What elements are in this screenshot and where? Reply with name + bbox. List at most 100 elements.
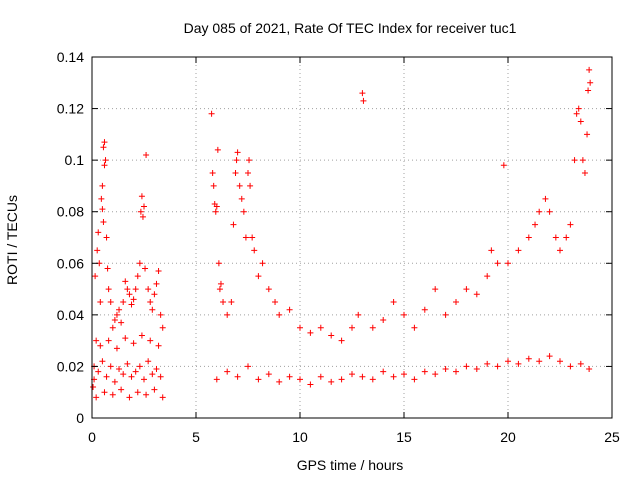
data-point bbox=[128, 373, 135, 380]
x-tick-label: 25 bbox=[604, 429, 620, 445]
data-point bbox=[234, 373, 241, 380]
data-point bbox=[109, 391, 116, 398]
y-tick-label: 0.04 bbox=[57, 307, 84, 323]
data-point bbox=[113, 311, 120, 318]
data-point bbox=[138, 193, 145, 200]
data-point bbox=[494, 260, 501, 267]
data-point bbox=[411, 376, 418, 383]
data-point bbox=[139, 213, 146, 220]
data-point bbox=[213, 203, 220, 210]
data-point bbox=[238, 195, 245, 202]
data-point bbox=[463, 286, 470, 293]
data-point bbox=[563, 234, 570, 241]
data-point bbox=[215, 260, 222, 267]
data-point bbox=[145, 358, 152, 365]
data-point bbox=[116, 366, 123, 373]
gridlines bbox=[92, 57, 612, 418]
data-point bbox=[272, 298, 279, 305]
data-point bbox=[147, 337, 154, 344]
data-point bbox=[355, 311, 362, 318]
y-tick-label: 0 bbox=[76, 410, 84, 426]
data-point bbox=[276, 378, 283, 385]
data-point bbox=[159, 324, 166, 331]
data-point bbox=[317, 373, 324, 380]
data-point bbox=[232, 170, 239, 177]
data-point bbox=[432, 371, 439, 378]
data-point bbox=[442, 366, 449, 373]
data-point bbox=[216, 286, 223, 293]
data-point bbox=[338, 337, 345, 344]
data-point bbox=[98, 195, 105, 202]
data-point bbox=[240, 208, 247, 215]
data-point bbox=[536, 358, 543, 365]
data-point bbox=[141, 203, 147, 210]
data-point bbox=[484, 360, 491, 367]
data-point bbox=[245, 363, 251, 370]
data-point bbox=[401, 371, 407, 378]
data-point bbox=[118, 386, 125, 393]
data-point bbox=[94, 247, 101, 254]
data-point bbox=[92, 273, 99, 280]
data-point bbox=[546, 208, 553, 215]
data-point bbox=[242, 234, 249, 241]
data-point bbox=[157, 311, 164, 318]
data-point bbox=[95, 229, 102, 236]
data-point bbox=[132, 286, 139, 293]
data-point bbox=[571, 157, 578, 164]
data-point bbox=[122, 278, 129, 285]
x-tick-label: 5 bbox=[192, 429, 200, 445]
y-axis-ticks: 0 0.02 0.04 0.06 0.08 0.1 0.12 0.14 bbox=[57, 49, 612, 426]
data-point bbox=[217, 280, 224, 287]
data-point bbox=[557, 247, 563, 254]
data-point bbox=[212, 208, 219, 215]
data-point bbox=[585, 87, 592, 94]
data-point bbox=[124, 286, 131, 293]
data-point bbox=[107, 298, 114, 305]
data-point bbox=[120, 298, 127, 305]
data-point bbox=[111, 378, 118, 385]
data-point bbox=[401, 311, 407, 318]
data-point bbox=[145, 286, 152, 293]
x-tick-label: 10 bbox=[292, 429, 308, 445]
data-point bbox=[210, 182, 217, 189]
data-point bbox=[259, 260, 266, 267]
data-point bbox=[484, 273, 491, 280]
data-point bbox=[349, 324, 355, 331]
data-point bbox=[151, 386, 158, 393]
data-point bbox=[103, 234, 110, 241]
data-point bbox=[90, 384, 97, 391]
data-point bbox=[220, 298, 227, 305]
data-point bbox=[567, 221, 574, 228]
data-point bbox=[213, 376, 220, 383]
data-point bbox=[97, 298, 104, 305]
data-point bbox=[149, 371, 156, 378]
y-tick-label: 0.12 bbox=[57, 101, 84, 117]
data-point bbox=[101, 389, 108, 396]
data-point bbox=[463, 363, 470, 370]
data-point bbox=[515, 360, 522, 367]
data-point bbox=[228, 298, 235, 305]
data-point bbox=[453, 298, 459, 305]
data-point bbox=[525, 234, 532, 241]
data-point bbox=[500, 162, 507, 169]
x-axis-label: GPS time / hours bbox=[297, 457, 404, 473]
data-point bbox=[128, 301, 135, 308]
data-point bbox=[130, 340, 137, 347]
data-point bbox=[122, 335, 129, 342]
data-point bbox=[390, 373, 397, 380]
data-point bbox=[307, 381, 314, 388]
data-point bbox=[265, 286, 272, 293]
data-point bbox=[104, 265, 111, 272]
data-point bbox=[494, 363, 501, 370]
data-point bbox=[473, 291, 480, 298]
data-point bbox=[328, 332, 335, 339]
data-point bbox=[247, 182, 254, 189]
data-point bbox=[134, 389, 141, 396]
data-point bbox=[99, 358, 106, 365]
data-point bbox=[143, 151, 150, 158]
data-point bbox=[236, 182, 243, 189]
data-point bbox=[276, 311, 283, 318]
data-point bbox=[453, 368, 459, 375]
data-point bbox=[307, 329, 314, 336]
data-point bbox=[245, 170, 251, 177]
